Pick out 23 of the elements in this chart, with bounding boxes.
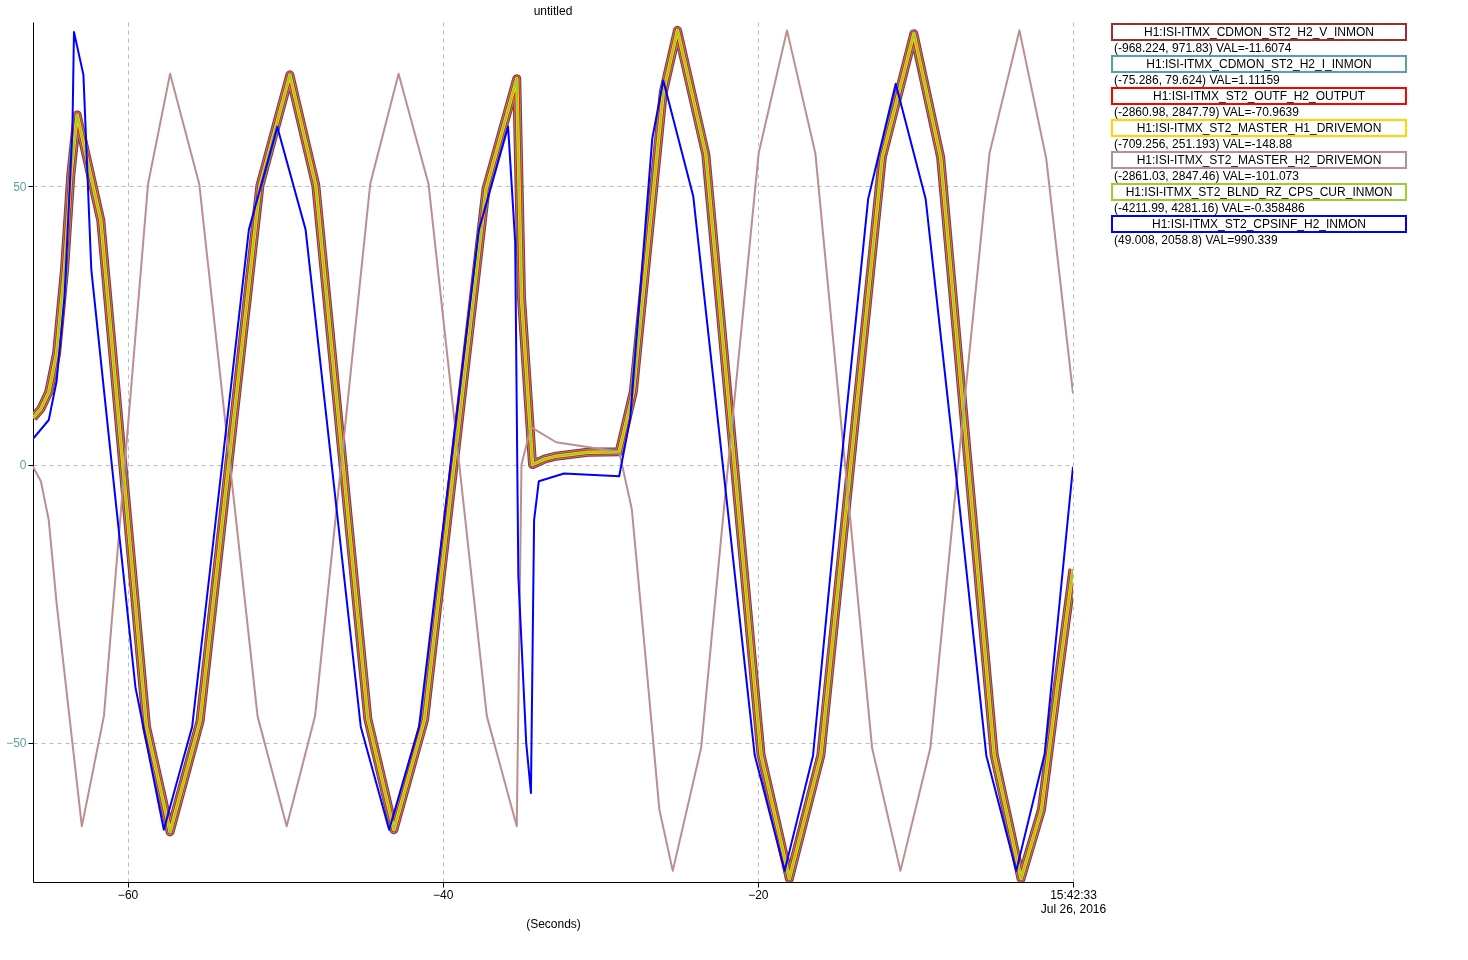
x-axis-title: (Seconds): [526, 916, 581, 931]
text: H1:ISI-ITMX_CDMON_ST2_H2_V_INMON: [1143, 25, 1375, 39]
y-tick-label: −50: [6, 736, 27, 751]
text: H1:ISI-ITMX_ST2_CPSINF_H2_INMON: [1151, 217, 1367, 231]
chart-title: untitled: [533, 4, 573, 18]
y-tick-label: 50: [13, 179, 27, 194]
text: (-2860.98, 2847.79) VAL=-70.9639: [1114, 105, 1300, 119]
text: (49.008, 2058.8) VAL=990.339: [1114, 233, 1278, 247]
y-tick-label: 0: [19, 458, 27, 473]
x-tick-label: −20: [748, 887, 769, 902]
text: H1:ISI-ITMX_CDMON_ST2_H2_I_INMON: [1146, 57, 1372, 71]
x-tick-label: −40: [433, 887, 454, 902]
text: (-4211.99, 4281.16) VAL=-0.358486: [1114, 201, 1306, 215]
text: H1:ISI-ITMX_ST2_MASTER_H1_DRIVEMON: [1136, 121, 1382, 135]
x-tick-label: 15:42:33 Jul 26, 2016: [1040, 887, 1107, 916]
text: H1:ISI-ITMX_ST2_BLND_RZ_CPS_CUR_INMON: [1125, 185, 1393, 199]
text: (-75.286, 79.624) VAL=1.11159: [1114, 73, 1281, 87]
x-tick-label: −60: [117, 887, 139, 902]
text: H1:ISI-ITMX_ST2_OUTF_H2_OUTPUT: [1152, 89, 1366, 103]
text: (-2861.03, 2847.46) VAL=-101.073: [1114, 169, 1300, 183]
text: (-709.256, 251.193) VAL=-148.88: [1114, 137, 1293, 151]
text: H1:ISI-ITMX_ST2_MASTER_H2_DRIVEMON: [1136, 153, 1382, 167]
text: (-968.224, 971.83) VAL=-11.6074: [1114, 41, 1292, 55]
